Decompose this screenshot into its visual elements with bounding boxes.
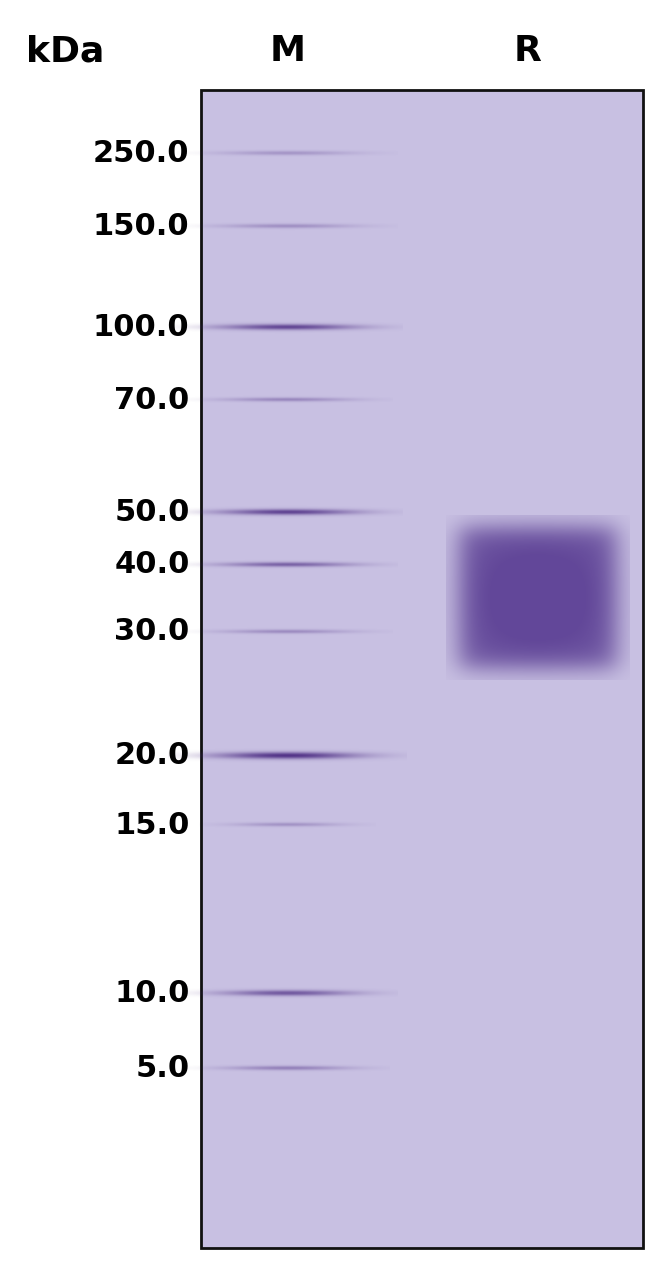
Text: 250.0: 250.0 xyxy=(93,138,190,168)
Text: 10.0: 10.0 xyxy=(114,979,190,1007)
Bar xyxy=(201,90,643,1248)
Text: 15.0: 15.0 xyxy=(114,810,190,840)
Text: 100.0: 100.0 xyxy=(93,312,190,342)
Text: 5.0: 5.0 xyxy=(136,1053,190,1083)
Text: 70.0: 70.0 xyxy=(114,385,190,415)
Text: R: R xyxy=(514,35,542,68)
Text: 150.0: 150.0 xyxy=(93,211,190,241)
Text: 20.0: 20.0 xyxy=(114,741,190,771)
Text: 30.0: 30.0 xyxy=(114,617,190,646)
Text: kDa: kDa xyxy=(26,35,104,68)
Text: 40.0: 40.0 xyxy=(114,550,190,579)
Text: M: M xyxy=(269,35,305,68)
Text: 50.0: 50.0 xyxy=(114,498,190,527)
